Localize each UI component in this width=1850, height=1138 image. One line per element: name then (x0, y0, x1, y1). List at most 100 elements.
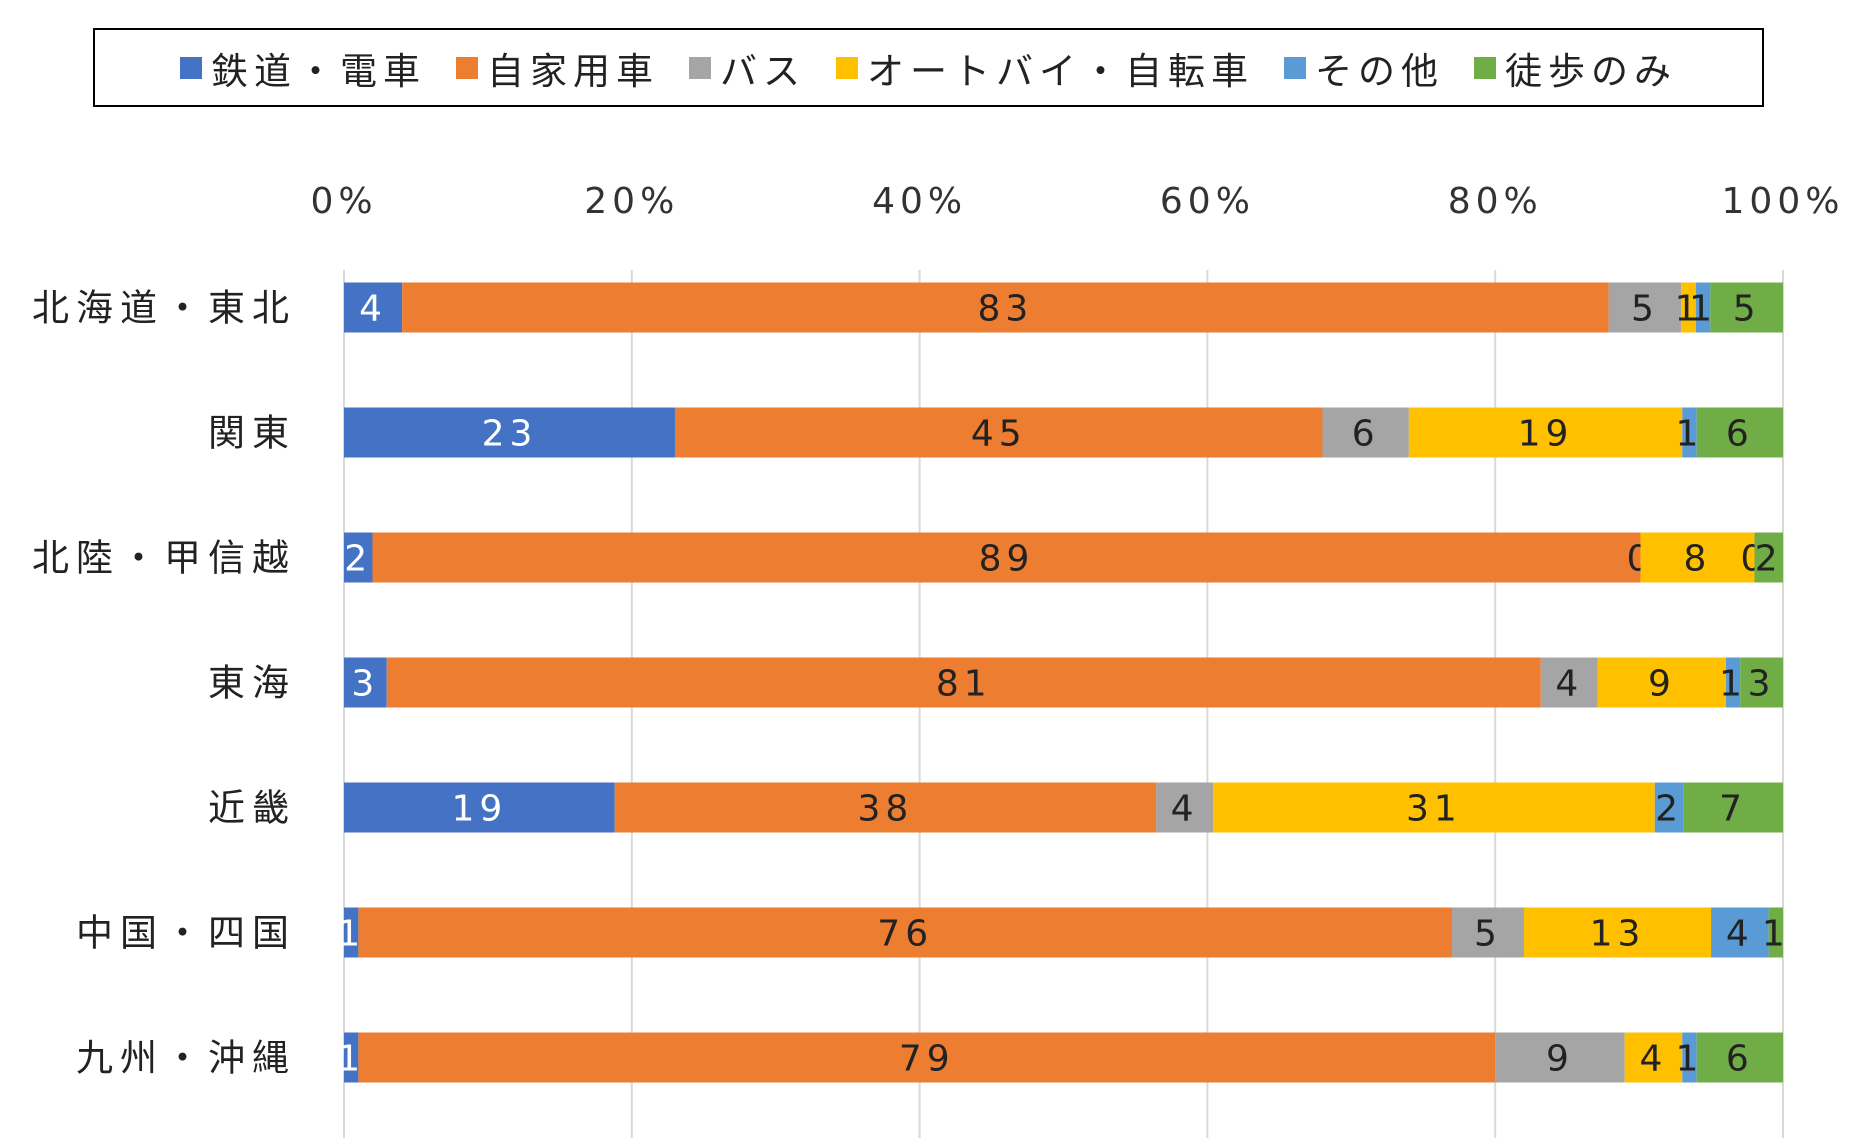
legend-label: バス (720, 49, 806, 93)
data-label: 2 (1755, 539, 1783, 580)
bar-segment (1768, 907, 1783, 958)
data-label: 3 (351, 664, 379, 705)
legend-label: 自家用車 (487, 49, 659, 93)
bar-segment (1681, 282, 1696, 333)
bar-segment (1711, 907, 1769, 958)
bar-segment (344, 657, 387, 708)
data-label: 19 (1518, 414, 1574, 455)
data-label: 81 (936, 664, 992, 705)
legend-swatch (689, 56, 711, 79)
bar-segment (1640, 532, 1755, 583)
bar-segment (1322, 407, 1409, 458)
legend-label: 徒歩のみ (1505, 49, 1677, 93)
x-tick-label: 40% (872, 181, 967, 222)
legend-label: その他 (1315, 49, 1444, 93)
data-label: 89 (979, 539, 1035, 580)
bar-segment (1452, 907, 1524, 958)
data-label: 23 (482, 414, 538, 455)
bar-segment (344, 532, 373, 583)
legend-swatch (456, 56, 478, 79)
data-label: 1 (1676, 1039, 1704, 1080)
bar-segment (1156, 782, 1214, 833)
bar-segment (1213, 782, 1655, 833)
data-label: 5 (1733, 289, 1761, 330)
bar-segment (1624, 1032, 1683, 1083)
bar-segment (1540, 657, 1598, 708)
bar-segment (402, 282, 1609, 333)
bar-segment (674, 407, 1323, 458)
legend-item: その他 (1284, 41, 1444, 95)
data-label: 1 (1676, 414, 1704, 455)
bar-segment (1696, 1032, 1783, 1083)
category-label: 関東 (208, 412, 296, 455)
legend: 鉄道・電車 自家用車 バス オートバイ・自転車 その他 徒歩のみ (93, 28, 1764, 107)
bar-segment (358, 907, 1453, 958)
data-label: 79 (899, 1039, 955, 1080)
data-label: 1 (1689, 289, 1717, 330)
bar-segment (1696, 407, 1783, 458)
data-label: 4 (1171, 789, 1199, 830)
data-label: 4 (1726, 914, 1754, 955)
data-label: 2 (1655, 789, 1683, 830)
data-label: 6 (1726, 1039, 1754, 1080)
data-label: 9 (1546, 1039, 1574, 1080)
data-label: 6 (1726, 414, 1754, 455)
legend-label: オートバイ・自転車 (867, 49, 1254, 93)
legend-item: バス (689, 41, 806, 95)
data-label: 1 (1675, 289, 1703, 330)
bar-segment (1597, 657, 1727, 708)
bar-segment (344, 282, 403, 333)
x-tick-label: 60% (1160, 181, 1255, 222)
x-tick-label: 20% (584, 181, 679, 222)
legend-swatch (1284, 56, 1306, 79)
bar-segment (358, 1032, 1496, 1083)
data-label: 2 (344, 539, 372, 580)
data-label: 7 (1719, 789, 1747, 830)
data-label: 31 (1406, 789, 1462, 830)
data-label: 4 (359, 289, 387, 330)
bar-segment (1495, 1032, 1625, 1083)
data-label: 5 (1631, 289, 1659, 330)
data-label: 4 (1640, 1039, 1668, 1080)
category-label: 北海道・東北 (32, 287, 296, 330)
bar-segment (344, 1032, 359, 1083)
bar-segment (1710, 282, 1783, 333)
bar-segment (1682, 1032, 1697, 1083)
bar-segment (344, 782, 615, 833)
legend-item: 鉄道・電車 (180, 41, 426, 95)
legend-item: 徒歩のみ (1474, 41, 1677, 95)
bar-segment (1608, 282, 1682, 333)
data-label: 1 (1762, 914, 1790, 955)
data-label: 1 (337, 1039, 365, 1080)
bar-segment (386, 657, 1541, 708)
category-label: 近畿 (208, 787, 296, 830)
bar-segment (1695, 282, 1711, 333)
data-label: 83 (977, 289, 1033, 330)
data-label: 8 (1684, 539, 1712, 580)
x-tick-label: 0% (310, 181, 377, 222)
category-label: 北陸・甲信越 (32, 537, 296, 580)
legend-label: 鉄道・電車 (211, 49, 426, 93)
category-label: 中国・四国 (76, 912, 296, 955)
legend-swatch (836, 56, 858, 79)
legend-swatch (180, 56, 202, 79)
legend-item: 自家用車 (456, 41, 659, 95)
legend-item: オートバイ・自転車 (836, 41, 1254, 95)
x-tick-label: 100% (1722, 181, 1845, 222)
data-label: 45 (971, 414, 1027, 455)
data-label: 9 (1648, 664, 1676, 705)
data-label: 6 (1352, 414, 1380, 455)
data-label: 1 (337, 914, 365, 955)
bar-segment (344, 907, 359, 958)
bar-segment (372, 532, 1641, 583)
bar-segment (344, 407, 675, 458)
data-label: 76 (877, 914, 933, 955)
bar-segment (1740, 657, 1783, 708)
bar-segment (1682, 407, 1697, 458)
data-label: 1 (1719, 664, 1747, 705)
data-label: 13 (1590, 914, 1646, 955)
bar-segment (1754, 532, 1783, 583)
data-label: 19 (451, 789, 507, 830)
data-label: 3 (1748, 664, 1776, 705)
